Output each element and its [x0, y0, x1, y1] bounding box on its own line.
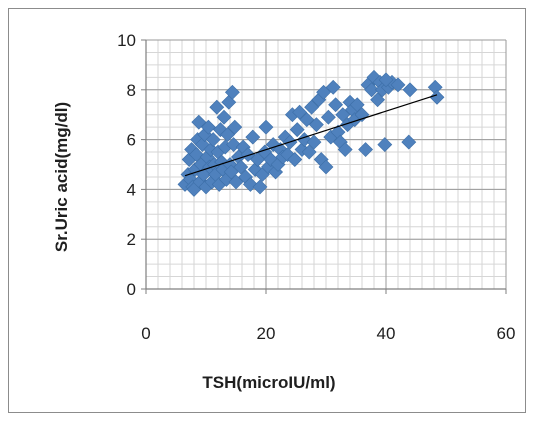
y-tick-label: 0	[127, 280, 136, 299]
data-point	[287, 152, 303, 167]
scatter-chart: 0 2 4 6 8 10 0 20 40 60 TSH(microIU/ml) Sr.Uric …	[52, 31, 515, 392]
y-axis-title: Sr.Uric acid(mg/dl)	[52, 102, 71, 252]
data-point	[318, 159, 334, 175]
data-point	[429, 89, 445, 105]
data-point	[228, 174, 244, 190]
x-tick-labels: 0 20 40 60	[141, 324, 515, 343]
x-axis-title: TSH(microIU/ml)	[202, 373, 335, 392]
data-point	[401, 134, 417, 150]
trendline-layer	[184, 94, 438, 177]
data-point	[325, 79, 341, 95]
y-tick-label: 2	[127, 230, 136, 249]
y-tick-labels: 0 2 4 6 8 10	[117, 31, 136, 299]
data-point	[250, 152, 266, 167]
y-tick-label: 10	[117, 31, 136, 50]
data-point	[328, 97, 344, 113]
data-point	[402, 82, 418, 98]
y-tick-label: 6	[127, 131, 136, 150]
data-point	[216, 109, 232, 125]
data-point	[337, 142, 353, 157]
data-point	[378, 72, 394, 88]
data-point	[200, 119, 216, 135]
y-tick-label: 8	[127, 81, 136, 100]
data-point	[358, 142, 374, 157]
data-point	[316, 84, 332, 100]
data-point	[223, 164, 239, 180]
data-point	[308, 117, 324, 133]
data-point	[258, 119, 274, 135]
trendline	[184, 94, 438, 177]
data-point	[245, 129, 261, 145]
data-point	[301, 144, 317, 160]
data-point	[220, 127, 236, 143]
data-point	[188, 147, 204, 162]
x-tick-label: 0	[141, 324, 150, 343]
data-point	[224, 84, 240, 100]
data-point	[370, 92, 386, 108]
data-points	[177, 69, 445, 197]
data-point	[377, 137, 393, 153]
data-point	[252, 179, 268, 195]
data-point	[205, 132, 221, 148]
x-tick-label: 20	[257, 324, 276, 343]
axes	[141, 39, 507, 294]
data-point	[349, 97, 365, 113]
data-point	[209, 99, 225, 115]
chart-frame: 0 2 4 6 8 10 0 20 40 60 TSH(microIU/ml) Sr.Uric …	[8, 8, 526, 413]
data-point	[335, 107, 351, 123]
x-tick-label: 60	[497, 324, 516, 343]
data-point	[304, 99, 320, 115]
data-point	[240, 147, 256, 162]
data-point	[299, 112, 315, 128]
data-point	[364, 82, 380, 98]
data-point	[191, 114, 207, 130]
minor-gridlines	[145, 39, 507, 290]
y-tick-label: 4	[127, 180, 136, 199]
data-point	[289, 122, 305, 138]
data-point	[320, 109, 336, 125]
data-point	[292, 104, 308, 120]
data-point	[233, 159, 249, 175]
data-point	[390, 77, 406, 93]
data-point	[306, 134, 322, 150]
x-tick-label: 40	[377, 324, 396, 343]
data-point	[227, 119, 243, 135]
